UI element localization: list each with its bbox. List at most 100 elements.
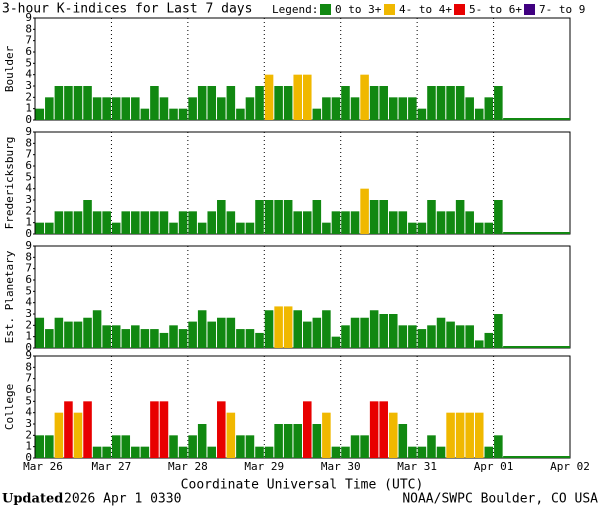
y-tick-label: 0 <box>25 113 32 126</box>
bar <box>45 222 54 234</box>
bar <box>436 317 446 348</box>
bar <box>474 412 484 458</box>
bar <box>140 211 150 234</box>
bar <box>388 412 398 458</box>
bar <box>178 329 188 348</box>
bar <box>283 306 293 348</box>
bar <box>427 435 436 458</box>
bar <box>73 412 83 458</box>
y-tick-label: 0 <box>25 341 32 354</box>
y-tick-label: 7 <box>25 262 32 275</box>
legend-label: 7- to 9 <box>539 3 585 16</box>
bar <box>54 412 64 458</box>
bar <box>436 211 446 234</box>
bar <box>35 108 45 120</box>
bar <box>274 424 283 458</box>
bar <box>388 211 398 234</box>
x-tick-label: Mar 31 <box>397 460 437 473</box>
bar <box>35 317 45 348</box>
bar <box>140 108 150 120</box>
bar <box>283 86 293 120</box>
bar <box>465 211 474 234</box>
bar <box>398 97 408 120</box>
bar <box>379 200 388 234</box>
bar <box>455 86 465 120</box>
x-tick-label: Mar 30 <box>321 460 361 473</box>
panel-frame <box>34 131 571 235</box>
panel-frame <box>34 355 571 459</box>
bar <box>64 401 73 458</box>
bar <box>255 200 264 234</box>
bar <box>331 97 341 120</box>
bar <box>73 211 83 234</box>
bar <box>417 446 427 458</box>
bar <box>140 446 150 458</box>
legend-swatch <box>454 4 465 15</box>
bar <box>350 97 360 120</box>
bar <box>408 222 417 234</box>
x-tick-label: Apr 01 <box>474 460 514 473</box>
y-tick-label: 8 <box>25 136 32 149</box>
y-tick-label: 2 <box>25 204 32 217</box>
bar <box>73 86 83 120</box>
bar <box>398 424 408 458</box>
bar <box>350 317 360 348</box>
bar <box>217 401 226 458</box>
bar <box>159 401 169 458</box>
bar <box>92 97 102 120</box>
source: NOAA/SWPC Boulder, CO USA <box>402 492 598 507</box>
bar <box>379 86 388 120</box>
bar <box>303 74 312 120</box>
bar <box>398 325 408 348</box>
bar <box>274 86 283 120</box>
y-tick-label: 8 <box>25 360 32 373</box>
bar <box>236 435 245 458</box>
y-tick-label: 6 <box>25 45 32 58</box>
y-tick-label: 5 <box>25 56 32 69</box>
y-axis-title: Boulder <box>3 45 16 92</box>
bar <box>150 86 159 120</box>
bar <box>446 211 455 234</box>
y-tick-label: 4 <box>25 406 32 419</box>
bar <box>360 188 369 234</box>
bar <box>322 310 331 348</box>
bar <box>178 211 188 234</box>
bar <box>484 332 494 348</box>
bar <box>312 424 322 458</box>
bar <box>360 435 369 458</box>
y-tick-label: 8 <box>25 250 32 263</box>
bar <box>45 329 54 348</box>
y-tick-label: 1 <box>25 216 32 229</box>
y-tick-label: 4 <box>25 296 32 309</box>
y-tick-label: 5 <box>25 284 32 297</box>
bar <box>178 446 188 458</box>
bar <box>207 86 217 120</box>
bar <box>159 332 169 348</box>
bar <box>331 446 341 458</box>
bar <box>494 200 503 234</box>
bar <box>54 211 64 234</box>
bar <box>45 435 54 458</box>
bar <box>64 211 73 234</box>
bar <box>131 97 140 120</box>
bar <box>474 108 484 120</box>
bar <box>54 86 64 120</box>
legend-swatch <box>524 4 535 15</box>
bar <box>322 412 331 458</box>
bar <box>188 211 197 234</box>
bar <box>188 435 197 458</box>
bar <box>388 97 398 120</box>
bar <box>408 325 417 348</box>
x-tick-label: Apr 02 <box>550 460 590 473</box>
bar <box>188 321 197 348</box>
bar <box>494 435 503 458</box>
y-tick-label: 5 <box>25 394 32 407</box>
y-tick-label: 1 <box>25 330 32 343</box>
y-tick-label: 3 <box>25 79 32 92</box>
bar <box>484 446 494 458</box>
bar <box>236 108 245 120</box>
bar <box>92 211 102 234</box>
y-tick-label: 8 <box>25 22 32 35</box>
bar <box>436 86 446 120</box>
